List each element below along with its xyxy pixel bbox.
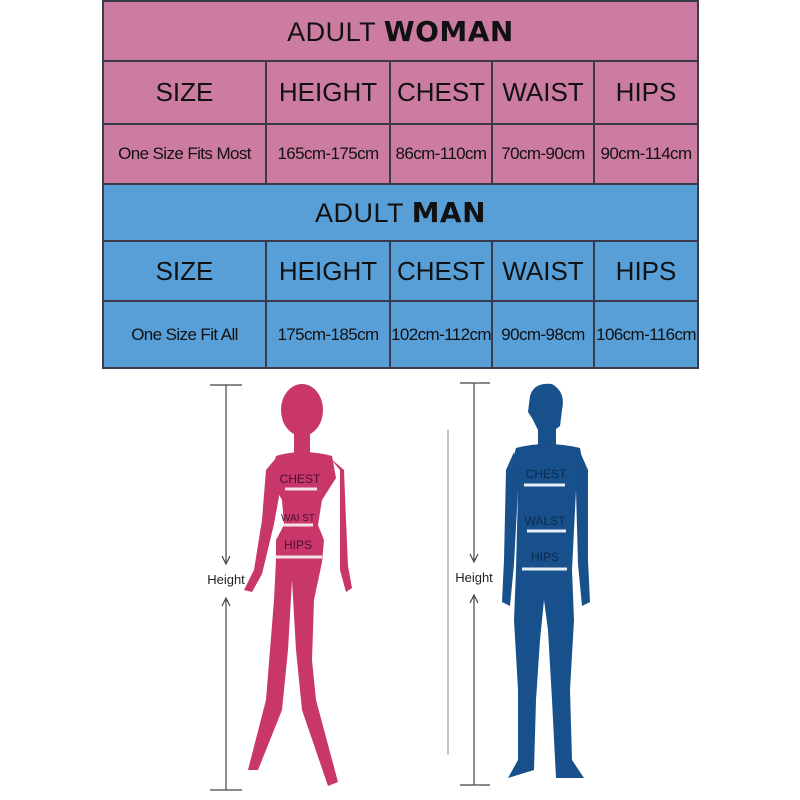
column-header-hips: HIPS — [592, 240, 700, 302]
woman-table-title: ADULT WOMAN — [101, 0, 700, 62]
woman-size-table: ADULT WOMAN SIZE HEIGHT CHEST WAIST HIPS… — [101, 0, 700, 185]
cell-waist: 70cm-90cm — [491, 123, 595, 185]
column-header-size: SIZE — [102, 240, 267, 302]
man-chest-label: CHEST — [526, 467, 567, 481]
man-hips-label: HIPS — [531, 550, 559, 564]
cell-chest: 102cm-112cm — [389, 300, 493, 369]
cell-chest: 86cm-110cm — [389, 123, 493, 185]
woman-chest-label: CHEST — [280, 472, 321, 486]
column-header-hips: HIPS — [592, 60, 700, 125]
man-silhouette — [502, 383, 590, 778]
cell-height: 175cm-185cm — [265, 300, 391, 369]
cell-waist: 90cm-98cm — [491, 300, 595, 369]
man-table-title: ADULT MAN — [101, 183, 700, 242]
column-header-height: HEIGHT — [265, 60, 391, 125]
woman-silhouette — [244, 384, 352, 786]
column-header-size: SIZE — [102, 60, 267, 125]
man-waist-label: WALST — [525, 514, 567, 528]
column-header-chest: CHEST — [389, 60, 493, 125]
woman-waist-label: WAI ST — [281, 513, 315, 524]
column-header-waist: WAIST — [491, 60, 595, 125]
column-header-waist: WAIST — [491, 240, 595, 302]
woman-hips-label: HIPS — [284, 538, 312, 552]
column-header-height: HEIGHT — [265, 240, 391, 302]
table-row: One Size Fits Most 165cm-175cm 86cm-110c… — [102, 123, 700, 185]
column-header-chest: CHEST — [389, 240, 493, 302]
cell-size: One Size Fit All — [102, 300, 267, 369]
woman-height-indicator — [210, 384, 242, 791]
woman-height-label: Height — [207, 572, 245, 587]
man-height-indicator — [460, 382, 490, 786]
man-size-table: ADULT MAN SIZE HEIGHT CHEST WAIST HIPS O… — [101, 183, 700, 369]
table-row: One Size Fit All 175cm-185cm 102cm-112cm… — [102, 300, 700, 369]
cell-height: 165cm-175cm — [265, 123, 391, 185]
cell-hips: 90cm-114cm — [592, 123, 700, 185]
man-height-label: Height — [455, 570, 493, 585]
cell-hips: 106cm-116cm — [592, 300, 700, 369]
cell-size: One Size Fits Most — [102, 123, 267, 185]
